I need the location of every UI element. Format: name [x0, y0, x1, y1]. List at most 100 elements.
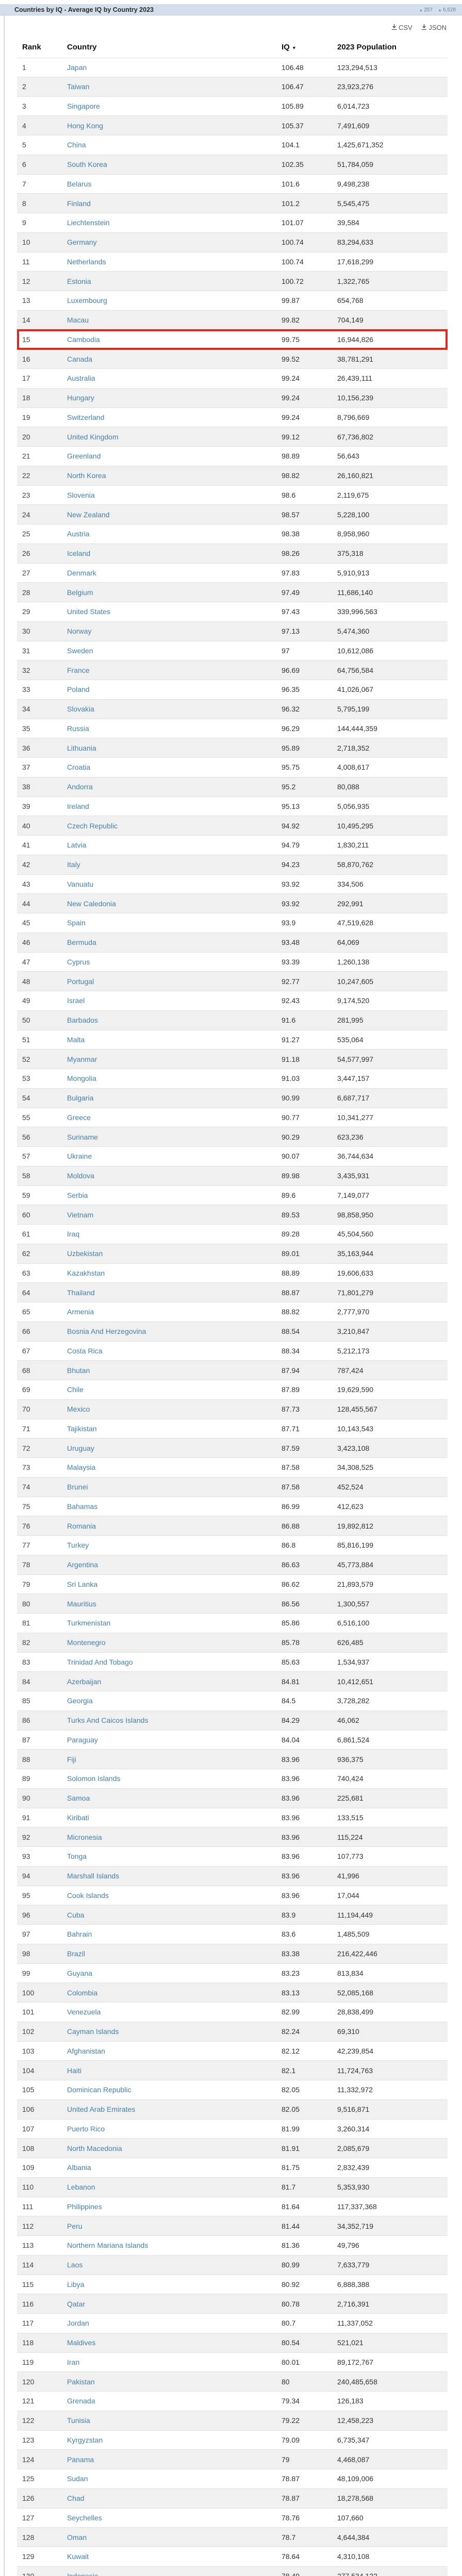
country-link[interactable]: Ireland — [67, 802, 89, 810]
country-link[interactable]: Malta — [67, 1035, 85, 1044]
country-link[interactable]: Switzerland — [67, 413, 105, 421]
country-link[interactable]: Croatia — [67, 763, 91, 772]
country-link[interactable]: Mexico — [67, 1405, 90, 1414]
country-link[interactable]: Grenada — [67, 2397, 95, 2405]
country-link[interactable]: Cayman Islands — [67, 2027, 119, 2036]
country-link[interactable]: Seychelles — [67, 2513, 102, 2522]
country-link[interactable]: Taiwan — [67, 82, 90, 91]
country-link[interactable]: Romania — [67, 1521, 96, 1530]
country-link[interactable]: Venezuela — [67, 2008, 101, 2016]
country-link[interactable]: Samoa — [67, 1794, 90, 1803]
country-link[interactable]: Uzbekistan — [67, 1249, 103, 1258]
country-link[interactable]: Azerbaijan — [67, 1677, 102, 1686]
country-link[interactable]: Russia — [67, 724, 89, 733]
country-link[interactable]: Cuba — [67, 1910, 85, 1919]
header-iq[interactable]: IQ ▼ — [282, 42, 296, 52]
country-link[interactable]: Suriname — [67, 1132, 98, 1141]
country-link[interactable]: Argentina — [67, 1561, 98, 1569]
header-rank[interactable]: Rank — [22, 42, 41, 52]
country-link[interactable]: United Arab Emirates — [67, 2105, 136, 2114]
country-link[interactable]: Trinidad And Tobago — [67, 1657, 133, 1666]
country-link[interactable]: Belarus — [67, 179, 92, 188]
country-link[interactable]: Denmark — [67, 568, 96, 577]
country-link[interactable]: Marshall Islands — [67, 1872, 120, 1880]
country-link[interactable]: Armenia — [67, 1308, 94, 1316]
country-link[interactable]: Mongolia — [67, 1074, 96, 1083]
country-link[interactable]: Qatar — [67, 2299, 86, 2308]
country-link[interactable]: Cambodia — [67, 335, 100, 344]
country-link[interactable]: United States — [67, 607, 111, 616]
country-link[interactable]: Pakistan — [67, 2377, 95, 2386]
country-link[interactable]: Vietnam — [67, 1210, 94, 1219]
country-link[interactable]: Bahamas — [67, 1502, 98, 1511]
country-link[interactable]: North Korea — [67, 471, 106, 480]
country-link[interactable]: Macau — [67, 316, 89, 325]
header-population[interactable]: 2023 Population — [337, 42, 397, 52]
country-link[interactable]: United Kingdom — [67, 432, 119, 441]
country-link[interactable]: Jordan — [67, 2319, 89, 2328]
country-link[interactable]: Brazil — [67, 1950, 86, 1958]
country-link[interactable]: North Macedonia — [67, 2144, 122, 2153]
country-link[interactable]: Bhutan — [67, 1366, 90, 1375]
country-link[interactable]: Costa Rica — [67, 1346, 103, 1355]
country-link[interactable]: Australia — [67, 374, 95, 383]
country-link[interactable]: Maldives — [67, 2338, 96, 2347]
country-link[interactable]: Netherlands — [67, 257, 106, 266]
country-link[interactable]: Colombia — [67, 1988, 98, 1997]
country-link[interactable]: France — [67, 666, 90, 674]
country-link[interactable]: Malaysia — [67, 1463, 96, 1472]
country-link[interactable]: Singapore — [67, 101, 100, 110]
country-link[interactable]: Laos — [67, 2261, 83, 2269]
country-link[interactable]: Norway — [67, 627, 92, 636]
country-link[interactable]: Slovenia — [67, 490, 95, 499]
country-link[interactable]: Lithuania — [67, 743, 96, 752]
country-link[interactable]: Thailand — [67, 1288, 95, 1297]
country-link[interactable]: Georgia — [67, 1697, 93, 1705]
country-link[interactable]: Turks And Caicos Islands — [67, 1716, 148, 1725]
country-link[interactable]: Bosnia And Herzegovina — [67, 1327, 146, 1336]
country-link[interactable]: Solomon Islands — [67, 1774, 121, 1783]
country-link[interactable]: Tunisia — [67, 2416, 90, 2425]
country-link[interactable]: Luxembourg — [67, 296, 107, 305]
country-link[interactable]: Hong Kong — [67, 121, 104, 130]
country-link[interactable]: Cyprus — [67, 957, 90, 966]
country-link[interactable]: Canada — [67, 354, 93, 363]
country-link[interactable]: Spain — [67, 919, 86, 927]
country-link[interactable]: Liechtenstein — [67, 218, 110, 227]
country-link[interactable]: Tajikistan — [67, 1424, 97, 1433]
country-link[interactable]: Kiribati — [67, 1813, 89, 1822]
country-link[interactable]: Sweden — [67, 646, 93, 655]
country-link[interactable]: South Korea — [67, 160, 107, 169]
country-link[interactable]: Indonesia — [67, 2572, 98, 2576]
download-csv-link[interactable]: CSV — [391, 24, 412, 31]
header-country[interactable]: Country — [67, 42, 97, 52]
download-json-link[interactable]: JSON — [421, 24, 447, 31]
country-link[interactable]: China — [67, 141, 86, 149]
country-link[interactable]: Japan — [67, 63, 87, 72]
country-link[interactable]: Afghanistan — [67, 2046, 105, 2055]
country-link[interactable]: Uruguay — [67, 1444, 94, 1452]
country-link[interactable]: Poland — [67, 685, 90, 694]
country-link[interactable]: Barbados — [67, 1016, 98, 1025]
country-link[interactable]: Bermuda — [67, 938, 96, 947]
country-link[interactable]: Germany — [67, 238, 97, 247]
country-link[interactable]: Oman — [67, 2533, 87, 2541]
country-link[interactable]: Lebanon — [67, 2183, 95, 2192]
country-link[interactable]: Italy — [67, 860, 80, 869]
country-link[interactable]: Albania — [67, 2163, 91, 2172]
country-link[interactable]: Brunei — [67, 1483, 88, 1492]
country-link[interactable]: Austria — [67, 530, 90, 538]
country-link[interactable]: Haiti — [67, 2066, 82, 2075]
country-link[interactable]: Serbia — [67, 1191, 88, 1199]
country-link[interactable]: Andorra — [67, 783, 93, 791]
country-link[interactable]: Ukraine — [67, 1152, 92, 1161]
country-link[interactable]: Micronesia — [67, 1833, 102, 1841]
country-link[interactable]: Turkmenistan — [67, 1619, 111, 1628]
country-link[interactable]: Chile — [67, 1385, 84, 1394]
country-link[interactable]: Hungary — [67, 394, 94, 402]
country-link[interactable]: Chad — [67, 2494, 85, 2503]
country-link[interactable]: Latvia — [67, 841, 87, 850]
country-link[interactable]: Israel — [67, 996, 85, 1005]
country-link[interactable]: Peru — [67, 2222, 82, 2230]
country-link[interactable]: Mauritius — [67, 1599, 96, 1608]
